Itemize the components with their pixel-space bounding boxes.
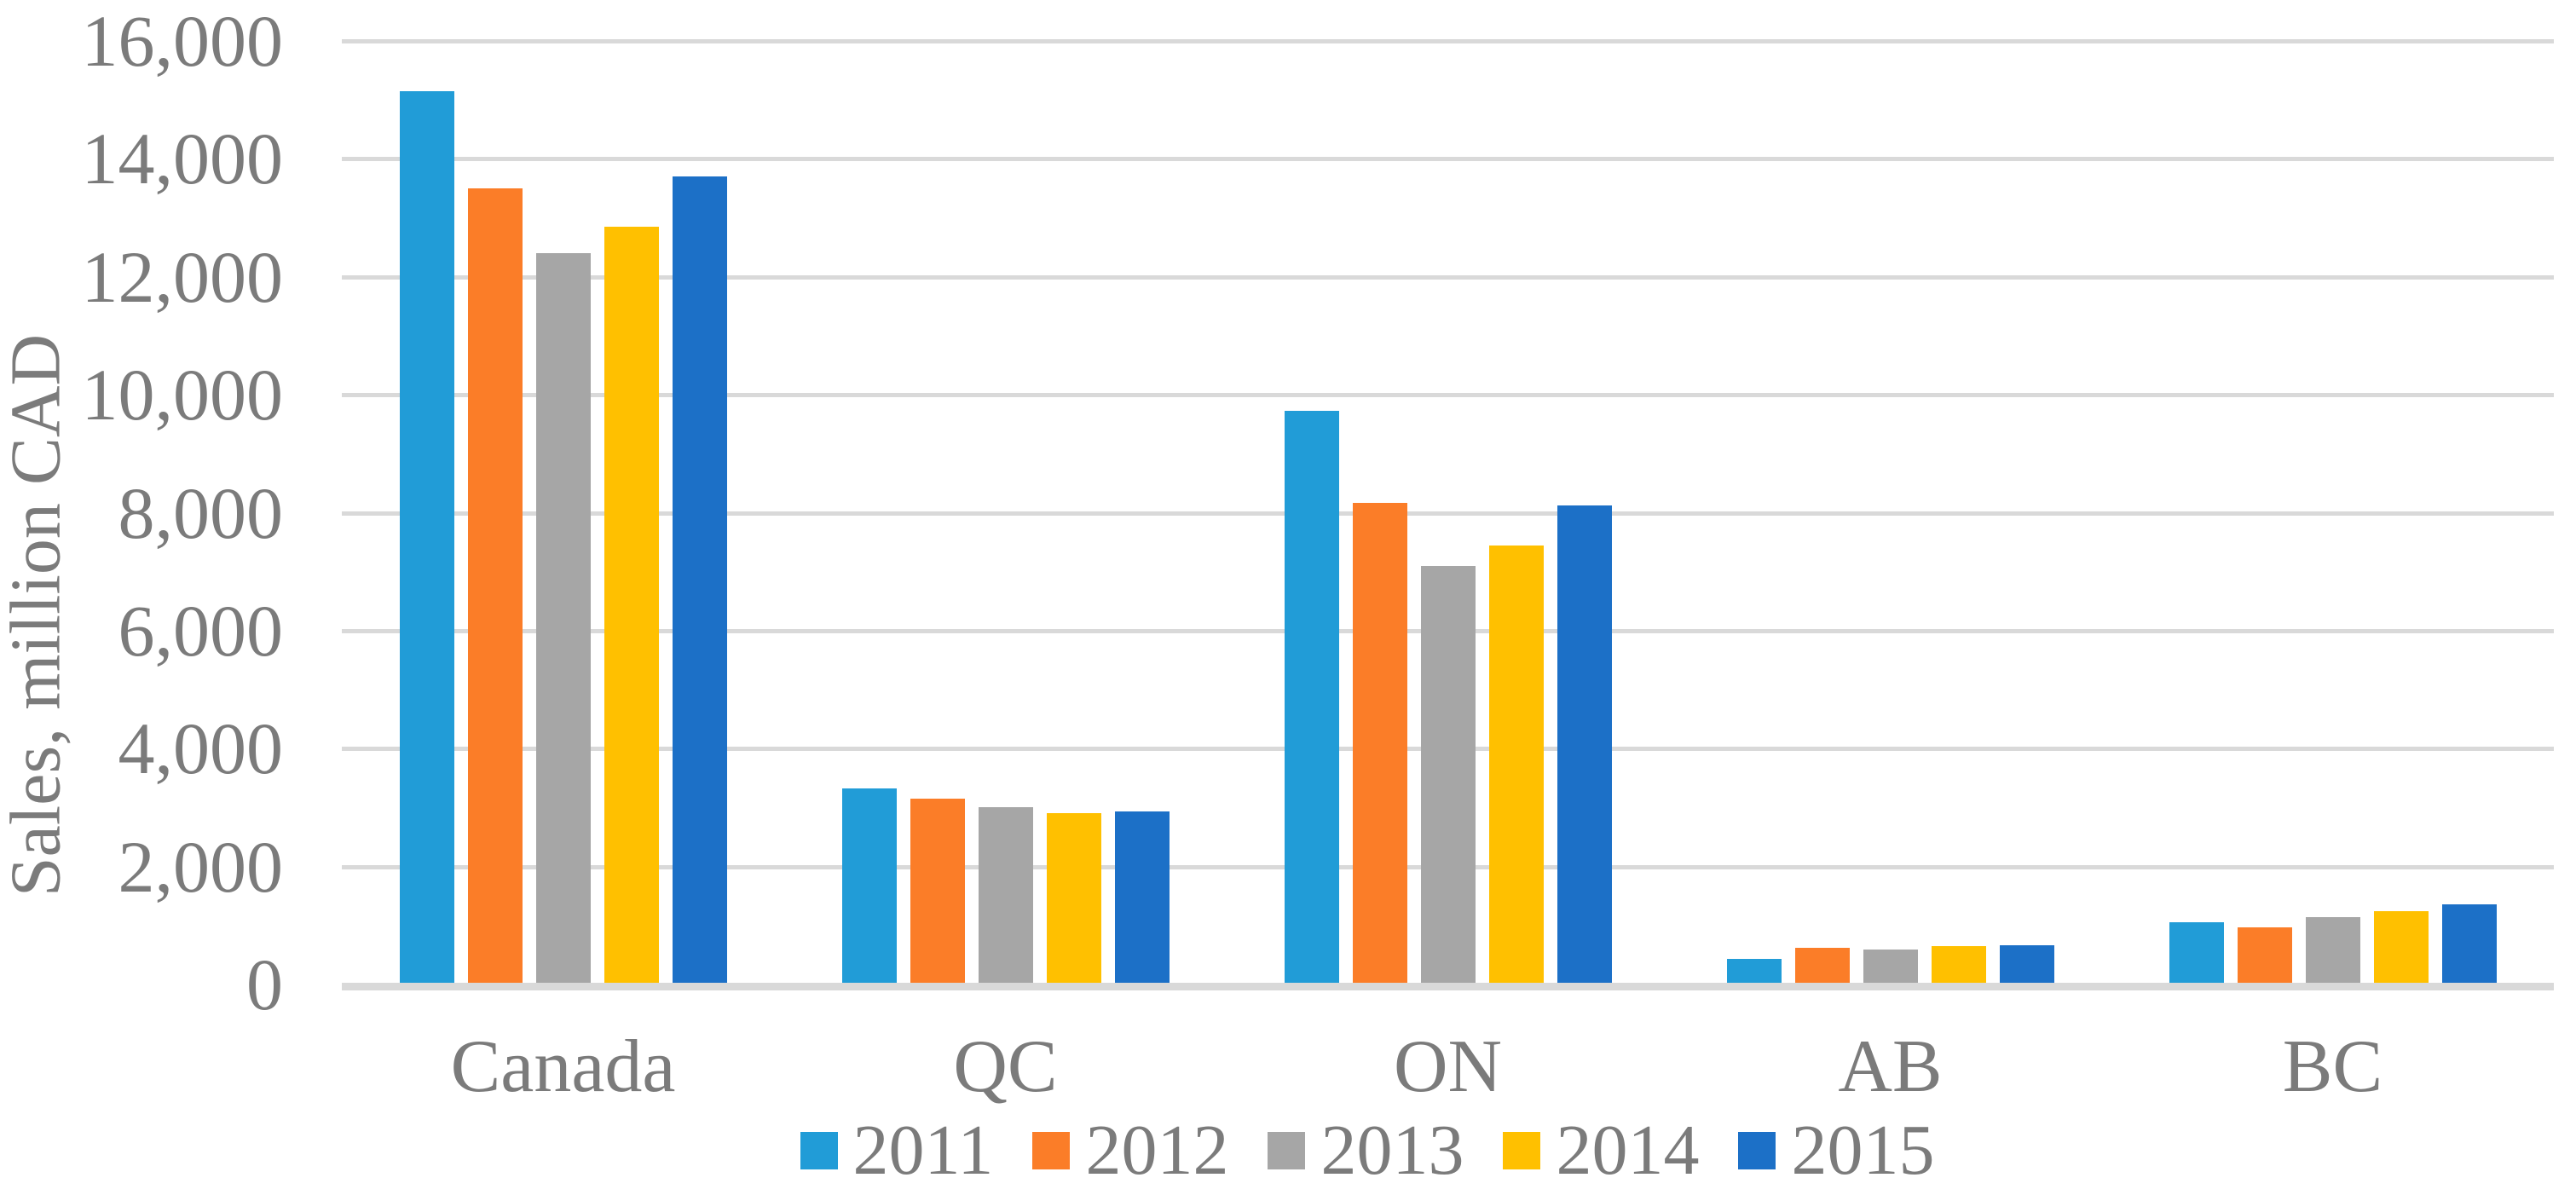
- legend-swatch-icon: [1032, 1132, 1071, 1169]
- gridline: [342, 274, 2554, 280]
- bar-qc-2015: [1114, 811, 1170, 984]
- bar-ab-2011: [1726, 958, 1782, 984]
- legend-items: 2011 2012 2013 2014 2015: [800, 1110, 1934, 1192]
- bar-qc-2011: [841, 788, 897, 984]
- legend-label: 2014: [1556, 1111, 1700, 1190]
- legend-label: 2011: [852, 1111, 994, 1190]
- y-tick-label: 2,000: [118, 825, 284, 908]
- bar-bc-2011: [2169, 922, 2224, 984]
- bar-ab-2015: [1999, 944, 2054, 984]
- bar-on-2014: [1488, 545, 1544, 984]
- bar-bc-2012: [2237, 927, 2292, 984]
- legend-label: 2015: [1791, 1111, 1935, 1190]
- bar-canada-2015: [672, 176, 727, 984]
- legend-item-2014: 2014: [1503, 1115, 1699, 1186]
- legend: 2011 2012 2013 2014 2015: [0, 1110, 2576, 1192]
- y-tick-label: 4,000: [118, 707, 284, 790]
- bar-ab-2012: [1794, 948, 1850, 984]
- bar-on-2015: [1557, 505, 1612, 984]
- bar-ab-2014: [1931, 946, 1986, 984]
- y-tick-label: 6,000: [118, 589, 284, 672]
- legend-label: 2012: [1085, 1111, 1229, 1190]
- y-tick-label: 16,000: [81, 0, 284, 82]
- legend-swatch-icon: [1268, 1132, 1306, 1169]
- bar-qc-2014: [1046, 813, 1101, 984]
- bar-canada-2013: [535, 253, 591, 984]
- gridline: [342, 511, 2554, 516]
- bar-canada-2014: [604, 226, 659, 984]
- bar-on-2012: [1352, 503, 1407, 984]
- y-tick-label: 10,000: [81, 354, 284, 436]
- legend-item-2013: 2013: [1268, 1115, 1464, 1186]
- bar-on-2011: [1284, 410, 1339, 984]
- y-tick-label: 8,000: [118, 471, 284, 554]
- legend-item-2012: 2012: [1032, 1115, 1228, 1186]
- x-axis-label-bc: BC: [2282, 1025, 2383, 1108]
- gridline: [342, 393, 2554, 398]
- gridline: [342, 157, 2554, 162]
- y-tick-label: 0: [246, 944, 283, 1025]
- legend-item-2015: 2015: [1738, 1115, 1934, 1186]
- x-axis-label-canada: Canada: [450, 1025, 676, 1108]
- y-tick-label: 14,000: [81, 118, 284, 200]
- bar-on-2013: [1420, 565, 1476, 984]
- bar-bc-2015: [2441, 903, 2497, 984]
- legend-swatch-icon: [1738, 1132, 1776, 1169]
- bar-qc-2012: [910, 799, 965, 984]
- bar-canada-2012: [467, 188, 523, 984]
- bar-ab-2013: [1863, 950, 1918, 984]
- legend-item-2011: 2011: [800, 1111, 994, 1190]
- legend-swatch-icon: [1503, 1132, 1541, 1169]
- x-axis-label-on: ON: [1393, 1025, 1503, 1108]
- bar-qc-2013: [978, 806, 1033, 984]
- x-axis-label-ab: AB: [1838, 1025, 1943, 1108]
- bar-canada-2011: [399, 90, 454, 984]
- bar-bc-2013: [2305, 917, 2360, 984]
- x-axis-label-qc: QC: [953, 1025, 1058, 1108]
- plot-area: [342, 39, 2554, 990]
- y-tick-label: 12,000: [81, 235, 284, 318]
- gridline: [342, 39, 2554, 43]
- x-axis-line: [342, 983, 2554, 990]
- legend-label: 2013: [1320, 1111, 1464, 1190]
- legend-swatch-icon: [800, 1132, 838, 1169]
- bar-bc-2014: [2373, 910, 2429, 984]
